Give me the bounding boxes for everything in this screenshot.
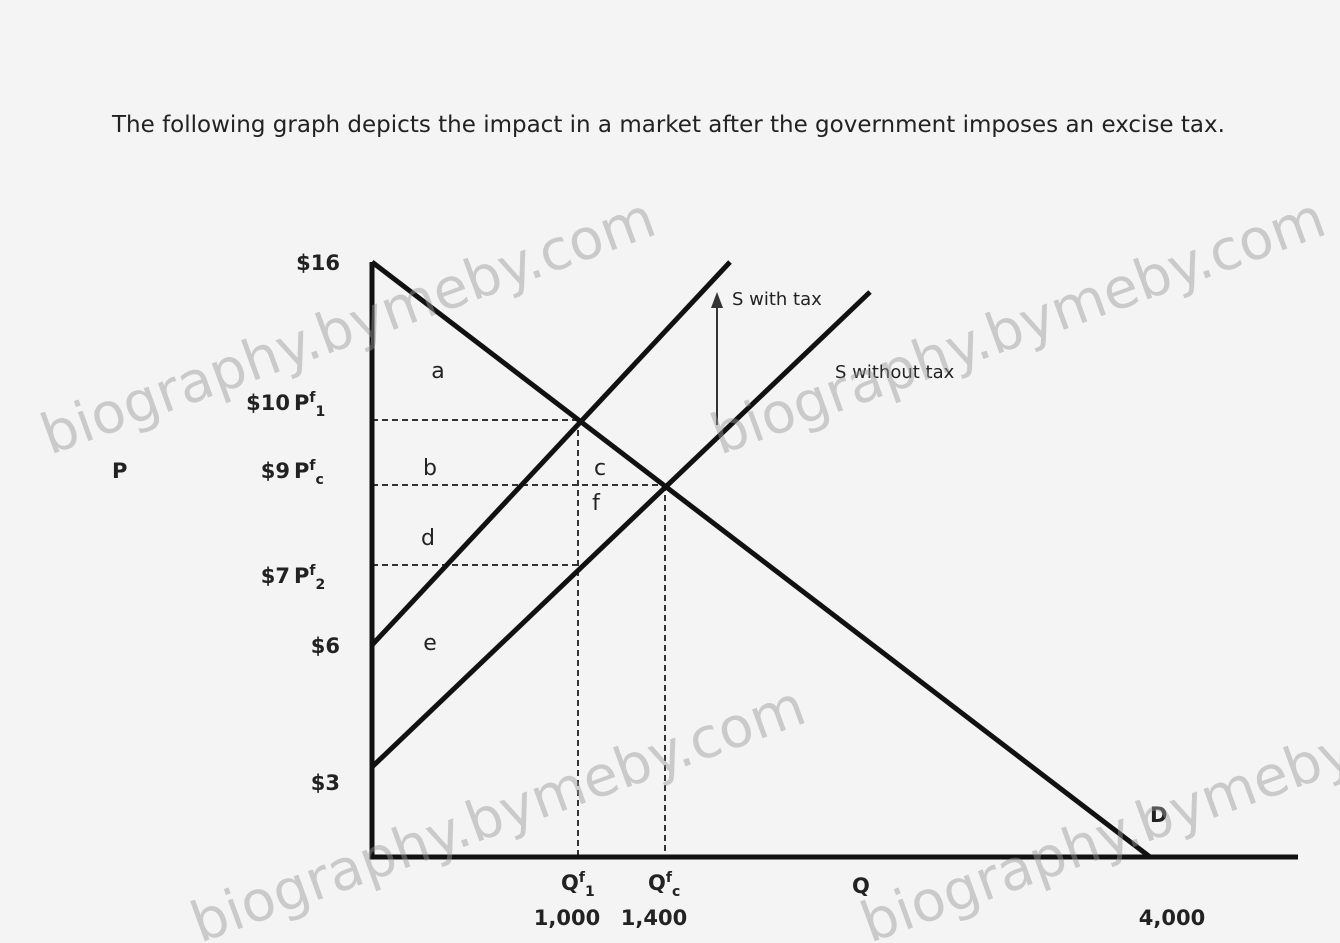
demand-label: D [1150, 803, 1167, 827]
title: The following graph depicts the impact i… [111, 112, 1225, 138]
quantity-label: 1,400 [621, 906, 687, 930]
symbol-sup: f [309, 390, 316, 406]
symbol: Pf1 [294, 390, 325, 420]
area-label: f [592, 491, 601, 516]
area-label: d [421, 526, 435, 551]
price-label: $3 [311, 771, 340, 795]
symbol-sub: 1 [316, 404, 326, 420]
symbol-sub: 2 [316, 577, 326, 593]
symbol-base: P [294, 459, 309, 483]
area-label: e [423, 631, 437, 656]
demand-curve [370, 260, 1152, 859]
price-label: $6 [311, 634, 340, 658]
supply-label: S without tax [835, 362, 955, 383]
quantity-axis-label: Q [852, 874, 870, 898]
symbol-sub: 1 [585, 884, 595, 900]
supply-tax-curve [370, 260, 732, 647]
guides [372, 419, 666, 857]
symbol-sup: f [666, 870, 673, 886]
symbol-base: P [294, 391, 309, 415]
price-label: $9 [261, 459, 290, 483]
supply-curve [370, 290, 872, 769]
tax-arrow-head [711, 292, 723, 308]
symbol-base: Q [561, 871, 579, 895]
symbol-sup: f [309, 563, 316, 579]
symbol: Qfc [648, 870, 680, 900]
symbol-base: P [294, 564, 309, 588]
price-label: $16 [296, 251, 340, 275]
symbol: Pfc [294, 458, 324, 488]
symbol-sub: c [316, 472, 324, 488]
price-label: $7 [261, 564, 290, 588]
quantity-label: 1,000 [534, 906, 600, 930]
area-label: c [594, 456, 606, 481]
area-label: a [431, 359, 444, 384]
symbol-base: Q [648, 871, 666, 895]
area-label: b [423, 456, 437, 481]
symbol-sub: c [672, 884, 680, 900]
symbol-sup: f [579, 870, 586, 886]
price-axis-label: P [112, 459, 127, 483]
dashed-lines [372, 419, 666, 857]
quantity-label: 4,000 [1139, 906, 1205, 930]
symbol-sup: f [309, 458, 316, 474]
axes [369, 262, 1298, 860]
symbol: Pf2 [294, 563, 325, 593]
price-label: $10 [246, 391, 290, 415]
supply-tax-label: S with tax [732, 289, 822, 310]
symbol: Qf1 [561, 870, 595, 900]
